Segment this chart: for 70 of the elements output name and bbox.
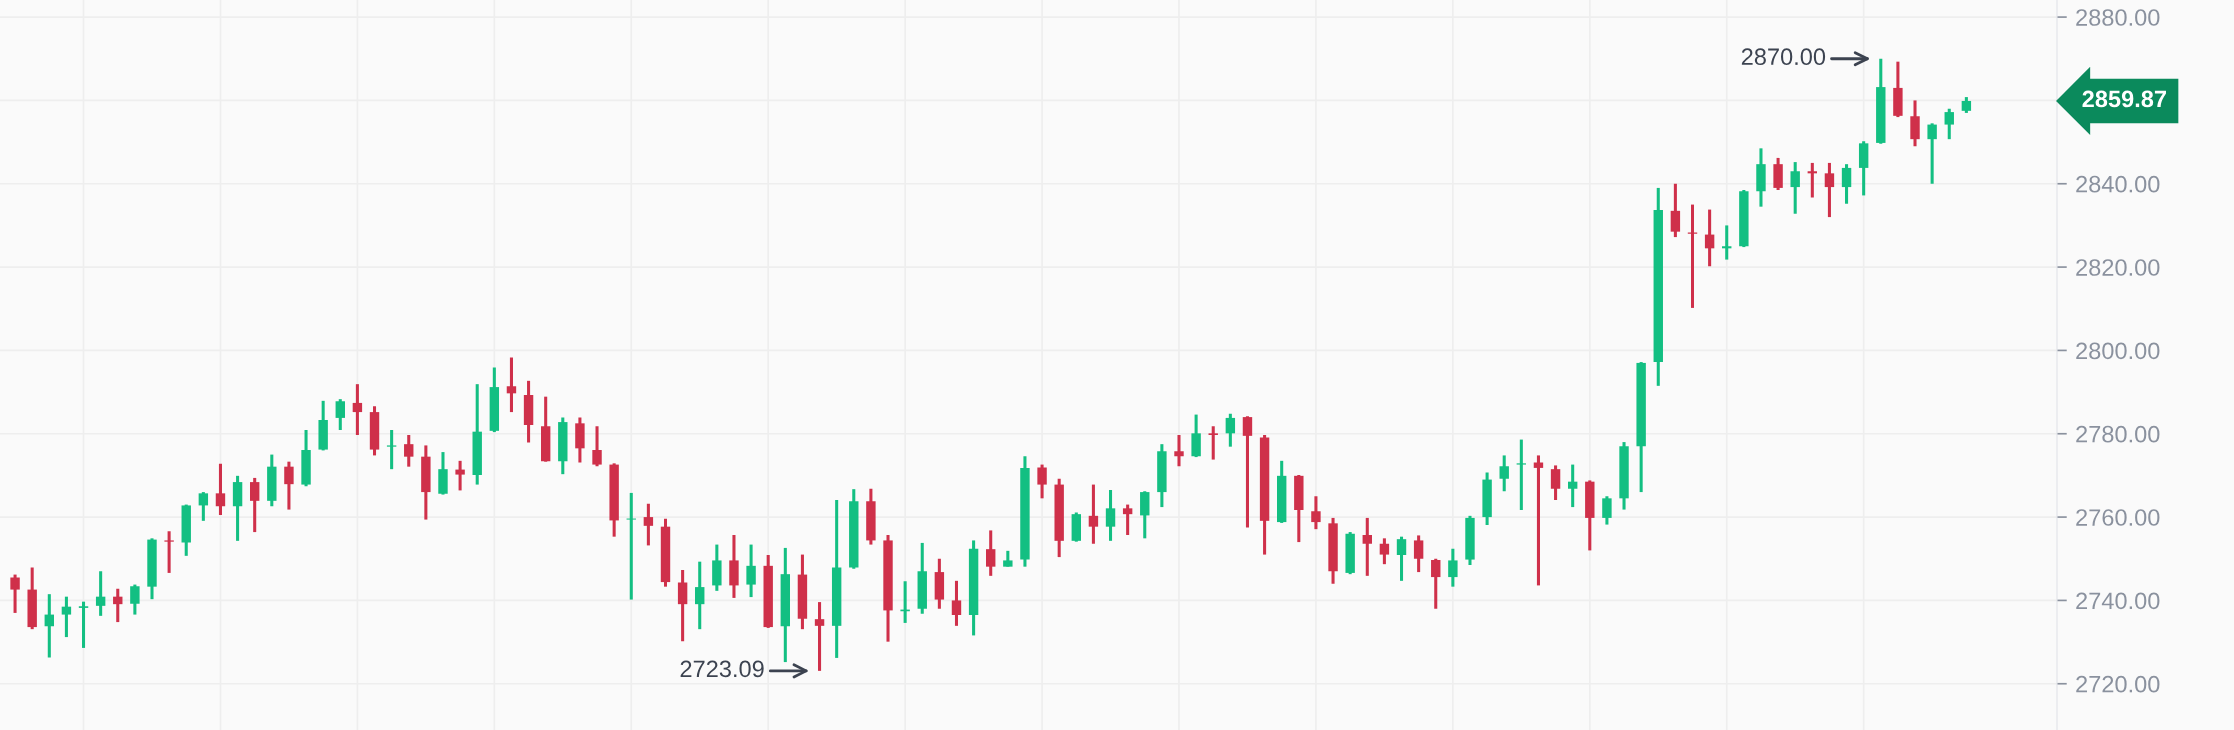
candlestick <box>1140 491 1150 539</box>
candlestick <box>78 601 89 648</box>
candlestick <box>1208 426 1218 460</box>
candlestick <box>626 491 636 600</box>
candlestick <box>506 357 517 414</box>
candlestick <box>1824 161 1835 219</box>
candlestick <box>1413 535 1424 574</box>
candlestick <box>1722 225 1732 260</box>
candlestick <box>1841 164 1852 204</box>
candlestick <box>951 579 962 626</box>
candlestick <box>335 399 345 430</box>
candlestick <box>1567 464 1578 509</box>
candlestick <box>1379 538 1390 566</box>
candlestick <box>1448 548 1458 587</box>
candlestick <box>1790 162 1800 214</box>
candlestick <box>249 476 260 534</box>
candlestick <box>1225 413 1236 447</box>
annotation: 2870.00 <box>1741 48 1826 66</box>
candlestick <box>1431 558 1441 609</box>
candlestick <box>1807 161 1818 198</box>
y-tick-label: 2820.00 <box>2076 259 2160 276</box>
candlestick <box>284 461 294 510</box>
y-tick-label: 2780.00 <box>2076 425 2160 443</box>
candlestick <box>1704 209 1715 267</box>
candlestick <box>1602 496 1612 525</box>
candlestick <box>643 503 654 546</box>
candlestick <box>746 544 756 599</box>
annotation: 2723.09 <box>680 660 764 678</box>
y-tick-label: 2760.00 <box>2076 509 2160 526</box>
candlestick <box>592 426 602 467</box>
candlestick <box>1516 439 1527 510</box>
candlestick <box>814 602 825 671</box>
candlestick <box>215 463 226 515</box>
candlestick <box>1191 414 1201 459</box>
candlestick <box>1773 156 1783 190</box>
candlestick <box>1927 123 1937 184</box>
candlestick <box>1396 536 1407 581</box>
candlestick <box>1311 496 1321 531</box>
y-tick-label: 2720.00 <box>2076 675 2160 693</box>
candlestick <box>1499 455 1509 492</box>
candlestick <box>677 570 688 642</box>
candlestick <box>1105 490 1116 541</box>
candlestick <box>1088 484 1099 544</box>
candlestick <box>10 574 20 613</box>
candlestick <box>95 571 106 616</box>
candlestick <box>1362 516 1372 576</box>
y-tick-label: 2800.00 <box>2076 342 2160 360</box>
candlestick <box>986 530 996 576</box>
candlestick <box>1242 416 1253 528</box>
candlestick <box>404 435 414 467</box>
candlestick <box>1910 100 1920 147</box>
candlestick <box>130 584 140 615</box>
candlestick <box>1122 504 1133 535</box>
candlestick <box>1670 183 1681 239</box>
y-tick-label: 2840.00 <box>2076 175 2160 193</box>
y-tick-label: 2740.00 <box>2076 592 2160 610</box>
candlestick <box>61 596 72 639</box>
candlestick <box>164 531 174 573</box>
candlestick <box>695 561 705 631</box>
candlestick <box>352 384 363 435</box>
text: 2859.87 <box>2082 90 2166 108</box>
candlestick <box>455 459 465 491</box>
candlestick <box>1550 465 1561 500</box>
candlestick <box>1944 108 1954 141</box>
candlestick <box>1037 464 1047 499</box>
candlestick <box>198 492 209 521</box>
candlestick <box>1174 435 1184 467</box>
candlestick <box>44 594 54 658</box>
candlestick <box>386 430 397 471</box>
y-tick-label: 2880.00 <box>2076 9 2160 26</box>
